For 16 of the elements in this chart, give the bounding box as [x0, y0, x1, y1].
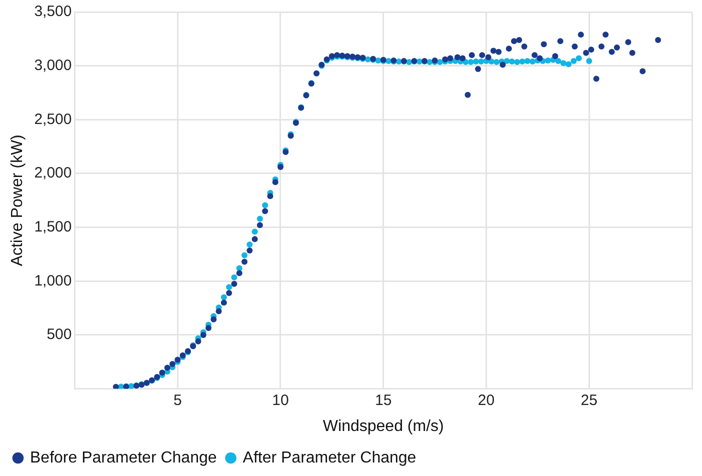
- x-tick-label: 5: [173, 392, 182, 409]
- y-axis-title: Active Power (kW): [9, 134, 26, 266]
- x-tick-label: 25: [580, 392, 598, 409]
- x-axis-title: Windspeed (m/s): [322, 418, 444, 435]
- y-tick-label: 1,500: [34, 218, 72, 236]
- x-tick-label: 15: [375, 392, 392, 409]
- y-tick-label: 2,000: [34, 164, 72, 182]
- y-tick-label: 500: [46, 326, 72, 344]
- legend-label: After Parameter Change: [242, 449, 416, 466]
- x-tick-label: 20: [478, 392, 495, 409]
- y-tick-label: 3,000: [34, 56, 72, 74]
- legend-label: Before Parameter Change: [30, 449, 217, 466]
- y-tick-label: 1,000: [34, 272, 72, 290]
- y-tick-label: 3,500: [34, 3, 72, 20]
- x-tick-label: 10: [272, 392, 289, 409]
- y-tick-label: 2,500: [34, 110, 72, 128]
